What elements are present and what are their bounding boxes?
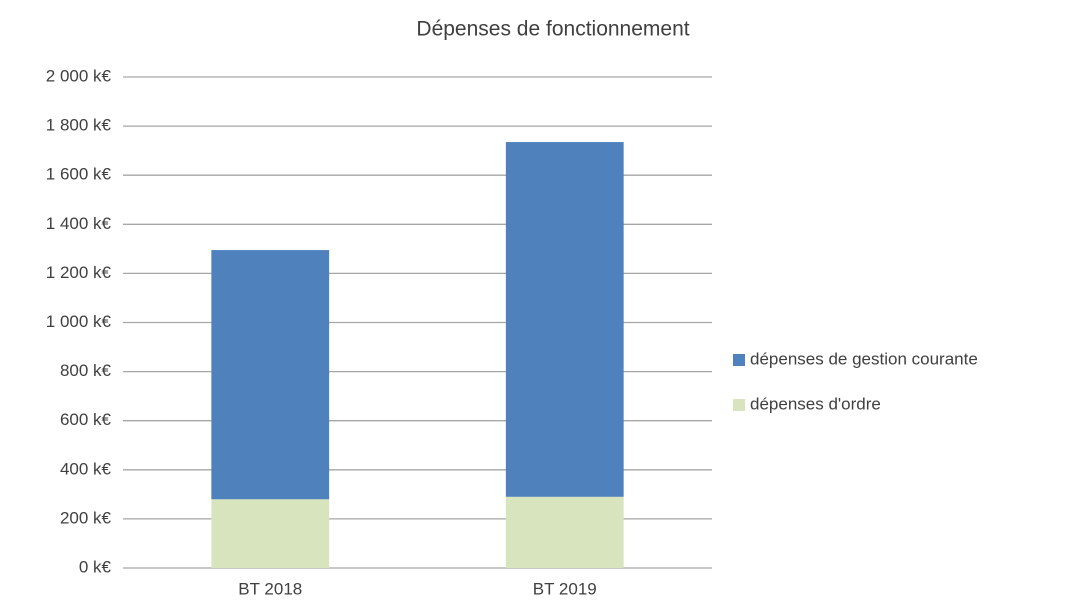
- x-tick-label: BT 2018: [238, 579, 302, 598]
- bar-segment: [211, 499, 330, 568]
- y-tick-label: 2 000 k€: [46, 66, 112, 85]
- legend-swatch: [733, 354, 745, 366]
- legend-swatch: [733, 399, 745, 411]
- bar-segment: [505, 496, 624, 568]
- legend-label: dépenses de gestion courante: [750, 349, 978, 368]
- x-tick-label: BT 2019: [533, 579, 597, 598]
- legend-label: dépenses d'ordre: [750, 394, 881, 413]
- y-tick-label: 800 k€: [60, 361, 112, 380]
- y-tick-label: 1 000 k€: [46, 312, 112, 331]
- y-tick-label: 1 400 k€: [46, 214, 112, 233]
- y-tick-label: 0 k€: [79, 557, 112, 576]
- bar-segment: [211, 250, 330, 500]
- y-tick-label: 600 k€: [60, 410, 112, 429]
- bar-segment: [505, 142, 624, 497]
- y-tick-label: 1 600 k€: [46, 165, 112, 184]
- y-tick-label: 400 k€: [60, 459, 112, 478]
- y-tick-label: 1 800 k€: [46, 116, 112, 135]
- y-tick-label: 1 200 k€: [46, 263, 112, 282]
- y-tick-label: 200 k€: [60, 508, 112, 527]
- chart-title: Dépenses de fonctionnement: [416, 18, 689, 41]
